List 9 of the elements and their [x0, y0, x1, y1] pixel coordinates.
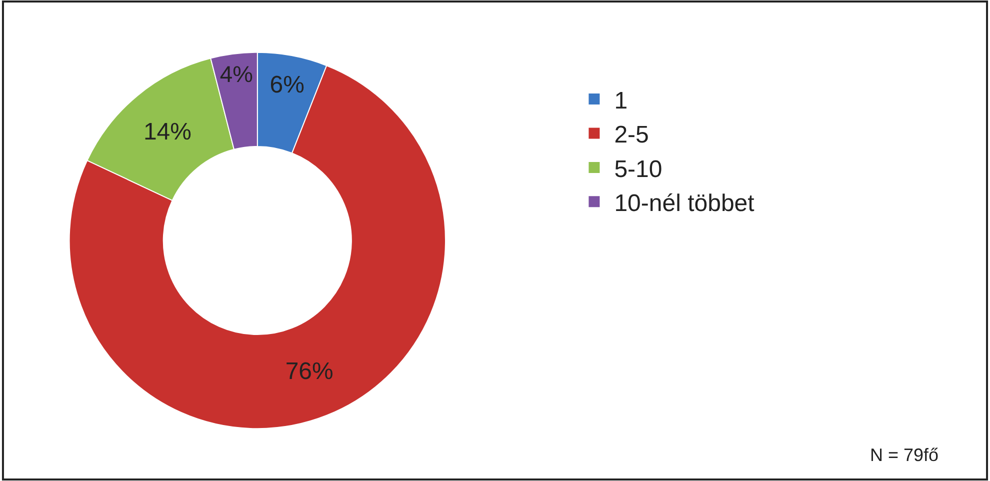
legend-label: 10-nél többet	[614, 190, 755, 218]
legend-label: 5-10	[614, 156, 662, 183]
text: N = 79fő	[870, 445, 939, 465]
legend-label: 2-5	[614, 122, 649, 149]
data-label: 14%	[143, 118, 192, 146]
data-label: 76%	[285, 358, 334, 386]
legend-label: 1	[614, 87, 628, 114]
data-label: 4%	[220, 60, 253, 87]
data-label: 6%	[270, 71, 304, 98]
